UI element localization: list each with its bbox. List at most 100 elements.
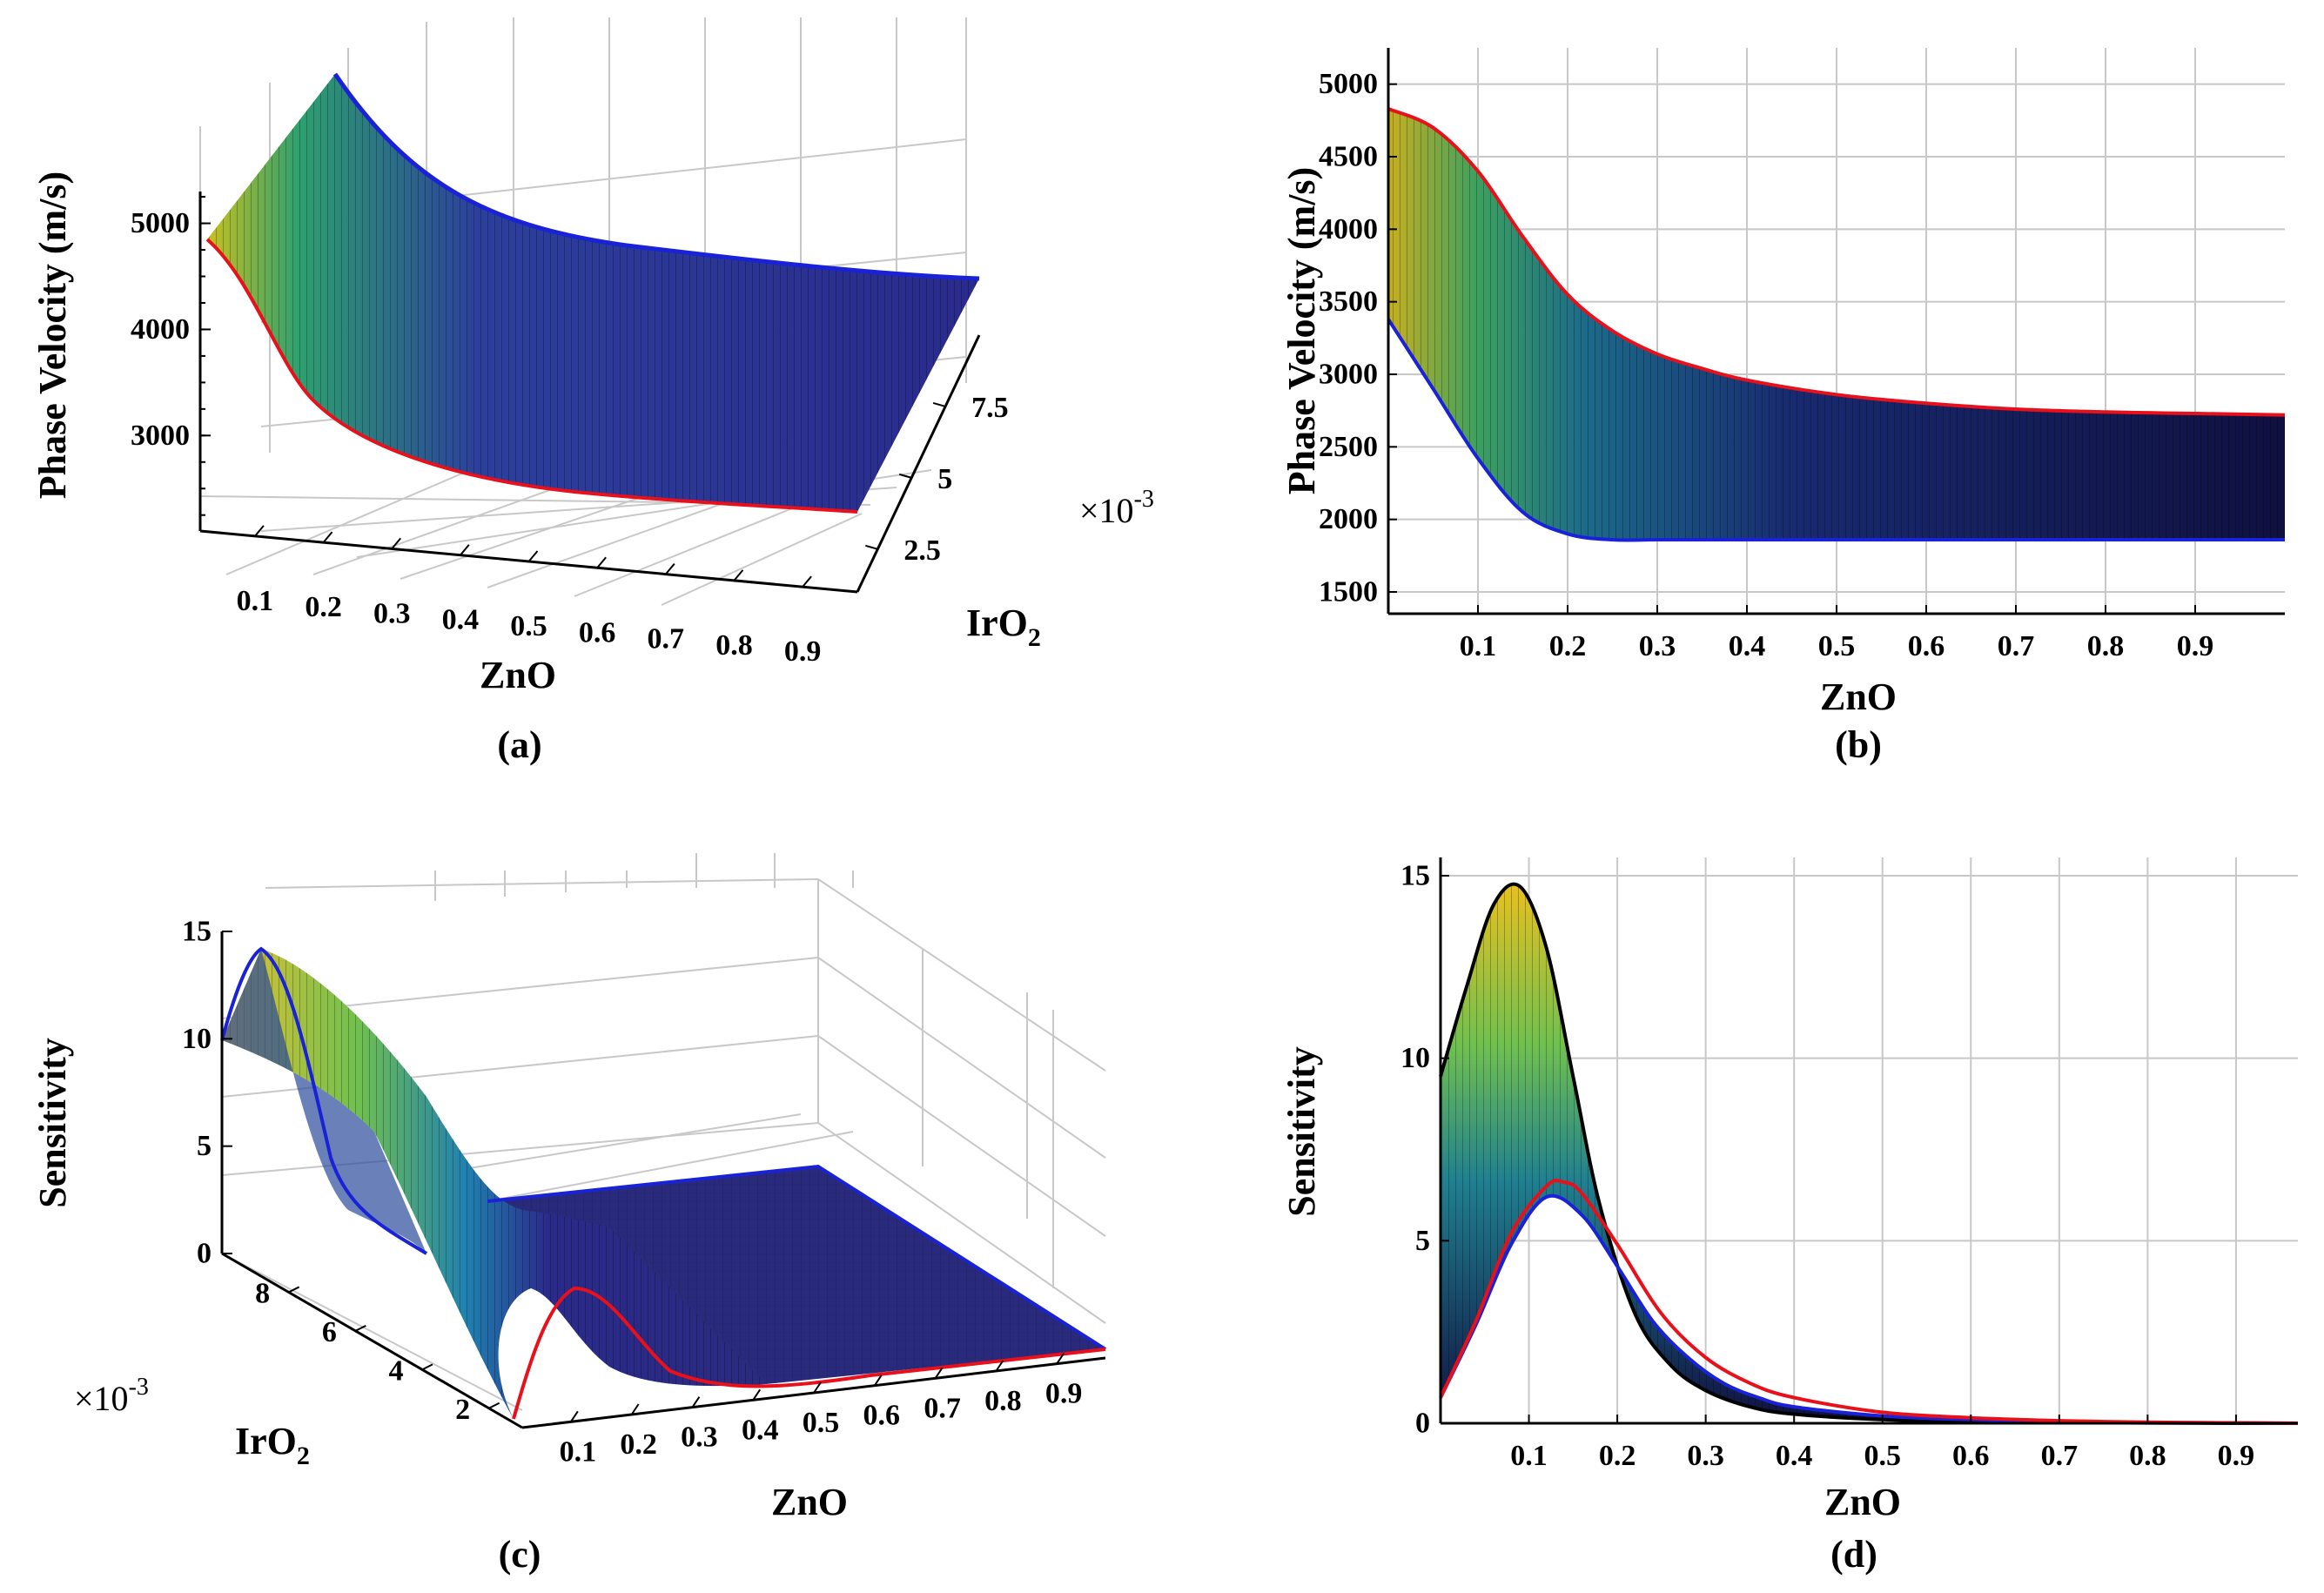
panel-b-y-tick: 4000 xyxy=(1319,213,1378,245)
panel-d-x-tick: 0.6 xyxy=(1952,1440,1990,1472)
panel-a-z-tick: 4000 xyxy=(131,313,190,346)
panel-c-fold-surface-mesh xyxy=(222,949,766,1419)
panel-b-x-tick: 0.9 xyxy=(2177,630,2214,662)
panel-d-x-tick: 0.5 xyxy=(1864,1440,1901,1472)
panel-b-y-tick: 3500 xyxy=(1319,286,1378,318)
panel-c-x-tick-mark xyxy=(752,1388,762,1401)
panel-b-y-tick: 5000 xyxy=(1319,68,1378,100)
panel-a-y-tick-mark xyxy=(865,544,878,550)
panel-a-exponent-power: -3 xyxy=(1134,486,1154,513)
panel-a-y-tick-mark xyxy=(898,473,912,479)
panel-a-y-ticks: 2.5 5 7.5 xyxy=(865,392,1009,567)
panel-d-x-tick: 0.8 xyxy=(2129,1440,2166,1472)
panel-b-x-tick: 0.7 xyxy=(1998,630,2035,662)
panel-a-x-tick: 0.3 xyxy=(373,597,411,629)
panel-d-y-ticks: 0 5 10 15 xyxy=(1400,859,1449,1440)
panel-b-x-ticks: 0.1 0.2 0.3 0.4 0.5 0.6 0.7 0.8 0.9 xyxy=(1460,605,2214,662)
panel-a-red-edge xyxy=(205,238,858,514)
panel-d-y-tick: 10 xyxy=(1400,1042,1430,1074)
panel-a-surface-mesh xyxy=(207,74,979,512)
panel-c-y-tick: 4 xyxy=(389,1354,404,1387)
panel-c-y-tick-mark xyxy=(421,1363,433,1371)
panel-a-x-tick: 0.2 xyxy=(305,591,342,623)
panel-d-y-tick: 0 xyxy=(1415,1408,1430,1440)
panel-b-y-tick: 4500 xyxy=(1319,141,1378,173)
panel-d-x-tick: 0.4 xyxy=(1776,1440,1813,1472)
panel-c-y-label-base: IrO xyxy=(235,1420,297,1462)
panel-d-red-line xyxy=(1439,1179,2299,1425)
panel-d-caption: (d) xyxy=(1830,1533,1877,1576)
panel-b-caption: (b) xyxy=(1835,723,1882,766)
panel-d-y-label: Sensitivity xyxy=(1280,1046,1323,1217)
panel-a-caption: (a) xyxy=(497,723,541,766)
panel-c-z-label: Sensitivity xyxy=(31,1038,74,1208)
panel-a-surface-plot: 3000 4000 5000 0.1 0.2 0.3 0.4 0.5 0.6 0.7 0.8 0.9… xyxy=(31,17,1154,766)
panel-c-z-ticks: 0 5 10 15 xyxy=(182,916,232,1270)
panel-c-red-edge xyxy=(512,1286,1106,1420)
panel-c-blue-edge xyxy=(220,946,1107,1351)
panel-a-y-label-base: IrO xyxy=(966,602,1028,644)
panel-d-x-tick: 0.9 xyxy=(2218,1440,2255,1472)
panel-c-x-tick: 0.3 xyxy=(681,1422,718,1454)
panel-b-y-tick: 2000 xyxy=(1319,503,1378,535)
panel-d-y-tick: 15 xyxy=(1400,859,1430,891)
panel-a-x-tick-mark xyxy=(254,525,265,537)
panel-d-x-ticks: 0.1 0.2 0.3 0.4 0.5 0.6 0.7 0.8 0.9 xyxy=(1510,1415,2254,1472)
panel-b-band-mesh xyxy=(1388,109,2285,541)
panel-b-y-label: Phase Velocity (m/s) xyxy=(1280,167,1323,494)
panel-d-x-tick: 0.7 xyxy=(2041,1440,2079,1472)
panel-c-x-tick: 0.8 xyxy=(984,1385,1022,1417)
panel-c-y-tick: 2 xyxy=(455,1394,470,1426)
panel-a-x-tick: 0.7 xyxy=(648,623,685,655)
panel-c-y-tick-mark xyxy=(288,1286,300,1294)
panel-c-x-tick-mark xyxy=(1056,1353,1065,1365)
panel-b-lower-line xyxy=(1387,318,2285,542)
panel-c-x-tick-mark xyxy=(934,1367,944,1379)
panel-c-z-tick: 15 xyxy=(182,916,212,948)
panel-b-x-tick: 0.4 xyxy=(1729,630,1766,662)
panel-a-x-tick-mark xyxy=(733,569,744,581)
panel-a-x-tick-mark xyxy=(527,550,539,562)
panel-d-y-tick: 5 xyxy=(1415,1225,1430,1257)
panel-a-x-label: ZnO xyxy=(480,654,556,696)
panel-a-z-label: Phase Velocity (m/s) xyxy=(31,171,74,499)
panel-a-x-tick-mark xyxy=(460,544,470,556)
panel-b-x-label: ZnO xyxy=(1820,676,1897,718)
panel-c-y-tick-mark xyxy=(488,1401,500,1409)
panel-c-y-ticks: 2 4 6 8 xyxy=(255,1277,500,1426)
panel-c-x-label: ZnO xyxy=(771,1481,848,1523)
panel-b-x-tick: 0.1 xyxy=(1460,630,1497,662)
panel-c-x-tick: 0.4 xyxy=(742,1414,779,1446)
panel-a-y-tick-mark xyxy=(932,401,946,407)
panel-c-y-tick: 6 xyxy=(322,1316,337,1348)
panel-c-x-ticks: 0.1 0.2 0.3 0.4 0.5 0.6 0.7 0.8 0.9 xyxy=(560,1353,1082,1468)
panel-a-x-tick: 0.5 xyxy=(510,610,547,642)
panel-d-x-tick: 0.2 xyxy=(1599,1440,1636,1472)
panel-c-x-tick: 0.5 xyxy=(803,1407,840,1439)
panel-a-x-tick-mark xyxy=(596,556,607,568)
panel-a-y-tick: 2.5 xyxy=(903,534,941,567)
panel-c-y-tick: 8 xyxy=(255,1277,270,1309)
panel-a-z-ticks: 3000 4000 5000 xyxy=(131,196,211,516)
panel-c-y-axis xyxy=(221,1252,523,1429)
panel-c-y-label: IrO2 xyxy=(235,1420,310,1470)
panel-d-lower-line xyxy=(1439,1193,2299,1425)
panel-c-x-tick-mark xyxy=(691,1396,701,1408)
panel-c-x-tick: 0.6 xyxy=(863,1400,901,1432)
panel-d-x-label: ZnO xyxy=(1824,1481,1901,1523)
panel-c-x-tick: 0.7 xyxy=(924,1392,961,1424)
panel-a-x-tick: 0.9 xyxy=(784,635,822,668)
panel-a-z-tick: 5000 xyxy=(131,207,190,239)
panel-d-x-tick: 0.1 xyxy=(1510,1440,1548,1472)
panel-c-exponent-power: -3 xyxy=(129,1374,149,1401)
panel-b-x-tick: 0.8 xyxy=(2087,630,2125,662)
panel-d-band-mesh xyxy=(1441,884,2298,1424)
panel-b-y-tick: 3000 xyxy=(1319,359,1378,391)
panel-a-x-tick: 0.6 xyxy=(579,616,616,649)
panel-c-x-tick: 0.1 xyxy=(560,1435,597,1468)
panel-c-flat-surface-mesh xyxy=(487,1166,1105,1384)
panel-b-y-tick: 1500 xyxy=(1319,576,1378,608)
panel-a-z-tick: 3000 xyxy=(131,420,190,452)
panel-a-x-tick-mark xyxy=(802,575,812,588)
